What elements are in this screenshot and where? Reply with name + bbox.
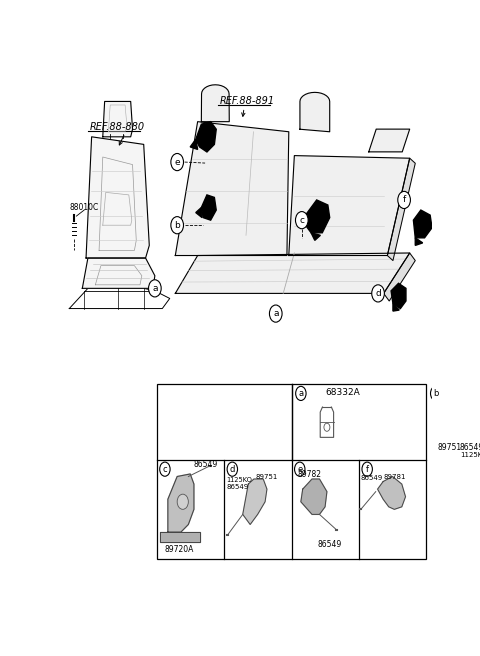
Circle shape [148, 279, 161, 297]
Polygon shape [369, 129, 410, 152]
Text: c: c [163, 464, 167, 474]
Polygon shape [393, 304, 399, 311]
Circle shape [362, 462, 372, 476]
Circle shape [160, 462, 170, 476]
Polygon shape [83, 258, 155, 289]
Polygon shape [311, 233, 321, 240]
Text: 1125KO: 1125KO [226, 478, 252, 483]
Polygon shape [202, 195, 216, 220]
Text: 86549: 86549 [318, 540, 342, 549]
Text: e: e [297, 464, 302, 474]
Text: 86549: 86549 [226, 484, 248, 490]
Polygon shape [378, 476, 406, 509]
Polygon shape [300, 92, 330, 132]
Text: a: a [298, 389, 303, 398]
Circle shape [295, 462, 305, 476]
Polygon shape [391, 283, 406, 308]
Text: 88010C: 88010C [69, 203, 98, 212]
Circle shape [177, 494, 188, 509]
Polygon shape [175, 253, 410, 293]
Text: f: f [366, 464, 369, 474]
Polygon shape [196, 207, 202, 218]
Polygon shape [103, 102, 132, 137]
Circle shape [296, 386, 306, 400]
Text: 89751: 89751 [256, 474, 278, 480]
Text: b: b [174, 220, 180, 230]
Polygon shape [202, 85, 229, 121]
Polygon shape [384, 253, 415, 301]
Polygon shape [387, 158, 415, 260]
Text: 1125KO: 1125KO [460, 452, 480, 458]
Text: a: a [273, 309, 278, 318]
Text: 86549: 86549 [460, 443, 480, 452]
Circle shape [451, 405, 465, 424]
Text: 89782: 89782 [297, 470, 321, 479]
Text: a: a [152, 284, 157, 293]
Polygon shape [175, 121, 289, 256]
Text: f: f [402, 195, 406, 205]
Text: 86549: 86549 [194, 461, 218, 470]
Circle shape [398, 192, 410, 209]
Circle shape [296, 212, 308, 229]
Circle shape [269, 305, 282, 322]
Text: d: d [375, 289, 381, 298]
Circle shape [227, 462, 238, 476]
Polygon shape [441, 397, 475, 438]
Text: c: c [300, 216, 304, 224]
Polygon shape [86, 137, 149, 258]
Polygon shape [415, 238, 423, 245]
Text: d: d [229, 464, 235, 474]
Circle shape [171, 216, 183, 234]
Text: REF.88-891: REF.88-891 [220, 96, 275, 106]
Text: 86549: 86549 [361, 475, 383, 481]
Polygon shape [190, 139, 198, 150]
Polygon shape [289, 155, 410, 256]
Text: 89751: 89751 [438, 443, 462, 452]
Text: 68332A: 68332A [325, 388, 360, 397]
Polygon shape [243, 479, 267, 525]
Bar [156, 384, 426, 559]
Polygon shape [168, 474, 194, 532]
Text: REF.88-880: REF.88-880 [90, 122, 145, 132]
Circle shape [171, 154, 183, 171]
Circle shape [372, 285, 384, 302]
Text: 89720A: 89720A [164, 545, 194, 554]
Polygon shape [304, 200, 330, 233]
Text: b: b [433, 389, 438, 398]
Text: 89781: 89781 [383, 474, 406, 480]
Polygon shape [413, 210, 432, 238]
Polygon shape [301, 479, 327, 514]
Circle shape [431, 386, 441, 400]
Polygon shape [160, 532, 200, 542]
Text: e: e [174, 157, 180, 167]
Polygon shape [196, 121, 216, 152]
